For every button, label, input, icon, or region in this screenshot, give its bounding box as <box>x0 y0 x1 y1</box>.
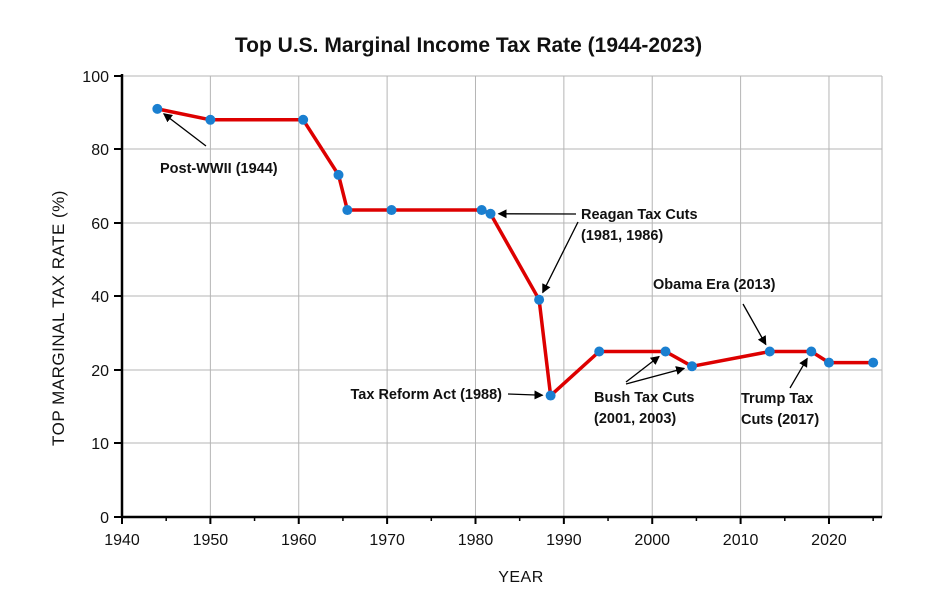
data-point <box>868 357 879 368</box>
annotation: Post-WWII (1944) <box>160 113 278 177</box>
data-point <box>594 346 605 357</box>
x-tick-label: 1940 <box>104 532 140 549</box>
data-point <box>333 169 344 180</box>
y-tick-label: 20 <box>91 363 109 380</box>
annotation: Obama Era (2013) <box>653 277 776 346</box>
series <box>152 103 879 401</box>
data-point <box>545 390 556 401</box>
y-tick-label: 0 <box>100 510 109 527</box>
x-tick-label: 1990 <box>546 532 582 549</box>
annotation-arrow <box>789 357 808 389</box>
y-tick-label: 100 <box>82 69 109 86</box>
x-tick-label: 2020 <box>811 532 847 549</box>
annotation: Bush Tax Cuts (2001, 2003) <box>594 355 694 427</box>
annotation-text: Trump Tax <box>741 391 813 407</box>
annotation-arrow <box>742 303 767 346</box>
annotation-text: Post-WWII (1944) <box>160 161 278 177</box>
annotation: Tax Reform Act (1988) <box>351 387 544 403</box>
data-point <box>476 205 487 216</box>
grid <box>121 75 883 518</box>
annotation-text: Cuts (2017) <box>741 412 819 428</box>
x-tick-label: 2000 <box>634 532 670 549</box>
annotation-text: Bush Tax Cuts <box>594 390 694 406</box>
y-tick-label: 80 <box>91 142 109 159</box>
x-tick-label: 2010 <box>723 532 759 549</box>
annotation-arrow <box>162 113 207 147</box>
annotation-text: (1981, 1986) <box>581 228 663 244</box>
annotations: Post-WWII (1944) Reagan Tax Cuts (1981, 19… <box>160 113 819 428</box>
axes: 1940 1950 1960 1970 1980 1990 2000 2010 2020 0 10 2… <box>82 69 882 549</box>
annotation-arrow <box>542 221 579 294</box>
x-tick-label: 1950 <box>193 532 229 549</box>
data-point <box>485 208 496 219</box>
x-tick-label: 1970 <box>369 532 405 549</box>
y-axis-label: TOP MARGINAL TAX RATE (%) <box>49 190 68 446</box>
chart-title: Top U.S. Marginal Income Tax Rate (1944-… <box>234 34 703 57</box>
x-tick-label: 1960 <box>281 532 317 549</box>
annotation-text: Tax Reform Act (1988) <box>351 387 503 403</box>
x-tick-label: 1980 <box>458 532 494 549</box>
data-point <box>823 357 834 368</box>
data-point <box>205 114 216 125</box>
data-point <box>386 205 397 216</box>
data-point <box>687 361 697 372</box>
annotation-arrow <box>625 355 660 383</box>
annotation: Trump Tax Cuts (2017) <box>741 357 819 428</box>
annotation-text: Reagan Tax Cuts <box>581 207 698 223</box>
data-point <box>298 114 309 125</box>
y-tick-label: 60 <box>91 216 109 233</box>
annotation-text: (2001, 2003) <box>594 411 676 427</box>
data-point <box>764 346 775 357</box>
data-point <box>534 294 545 305</box>
data-point <box>660 346 671 357</box>
x-axis-label: YEAR <box>498 569 544 586</box>
data-point <box>152 103 163 114</box>
y-tick-label: 10 <box>91 436 109 453</box>
data-point <box>806 346 817 357</box>
data-point <box>342 205 353 216</box>
annotation: Reagan Tax Cuts (1981, 1986) <box>497 207 698 294</box>
y-tick-label: 40 <box>91 289 109 306</box>
annotation-arrow <box>507 390 544 400</box>
annotation-text: Obama Era (2013) <box>653 277 776 293</box>
annotation-arrow <box>625 366 686 385</box>
